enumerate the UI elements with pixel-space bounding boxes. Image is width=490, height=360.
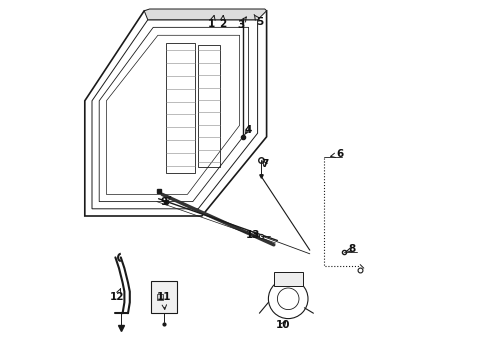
Text: 12: 12 (110, 289, 124, 302)
Text: 7: 7 (261, 159, 269, 169)
Text: 1: 1 (208, 15, 216, 29)
Text: 4: 4 (244, 125, 251, 135)
Text: 6: 6 (331, 149, 344, 159)
Text: 9: 9 (161, 197, 171, 207)
FancyBboxPatch shape (151, 281, 176, 313)
Text: 8: 8 (346, 244, 356, 255)
Text: 3: 3 (237, 17, 246, 30)
Text: 11: 11 (156, 292, 171, 309)
Polygon shape (144, 9, 267, 20)
FancyBboxPatch shape (274, 272, 303, 286)
Text: 10: 10 (275, 320, 290, 330)
Text: 2: 2 (219, 15, 226, 29)
Text: 13: 13 (245, 230, 260, 240)
Text: 5: 5 (254, 14, 263, 27)
